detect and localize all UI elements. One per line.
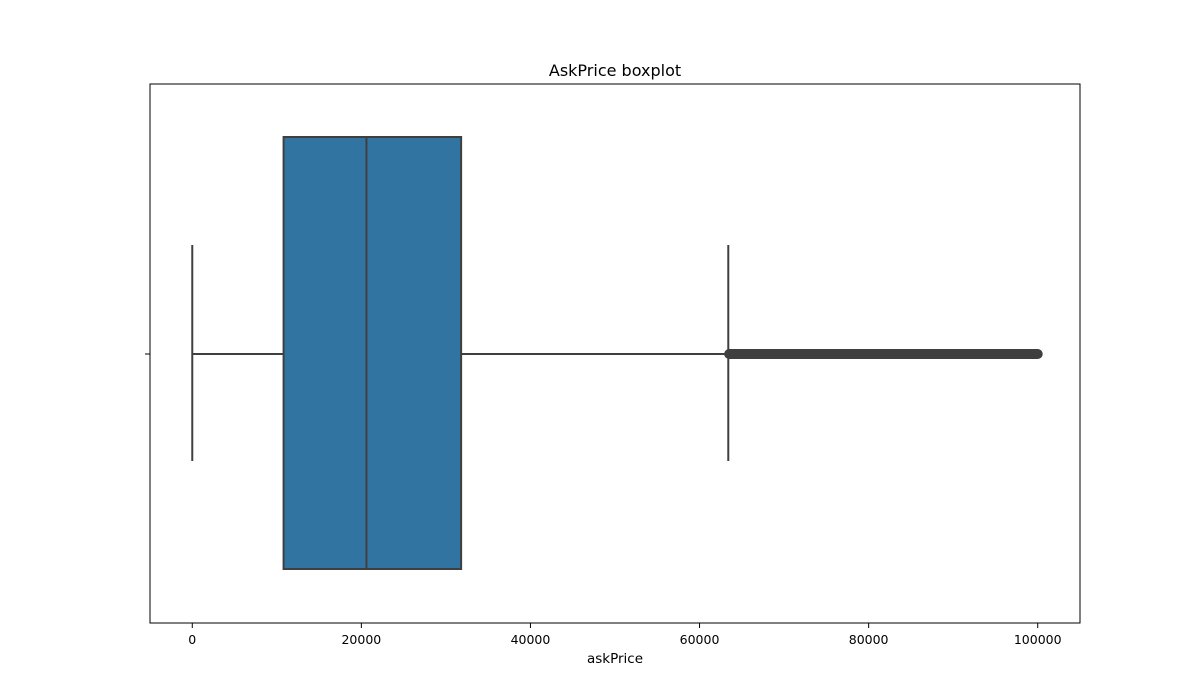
x-tick-label: 100000 [1014,632,1062,647]
iqr-box [282,136,463,570]
chart-title: AskPrice boxplot [549,61,681,80]
x-tick-label: 60000 [680,632,720,647]
x-tick-label: 40000 [511,632,551,647]
x-tick-label: 80000 [849,632,889,647]
x-axis-label: askPrice [587,651,643,667]
x-tick-label: 20000 [341,632,381,647]
plot-area: 0 20000 40000 60000 80000 100000 [145,83,1081,647]
x-tick-label: 0 [188,632,196,647]
